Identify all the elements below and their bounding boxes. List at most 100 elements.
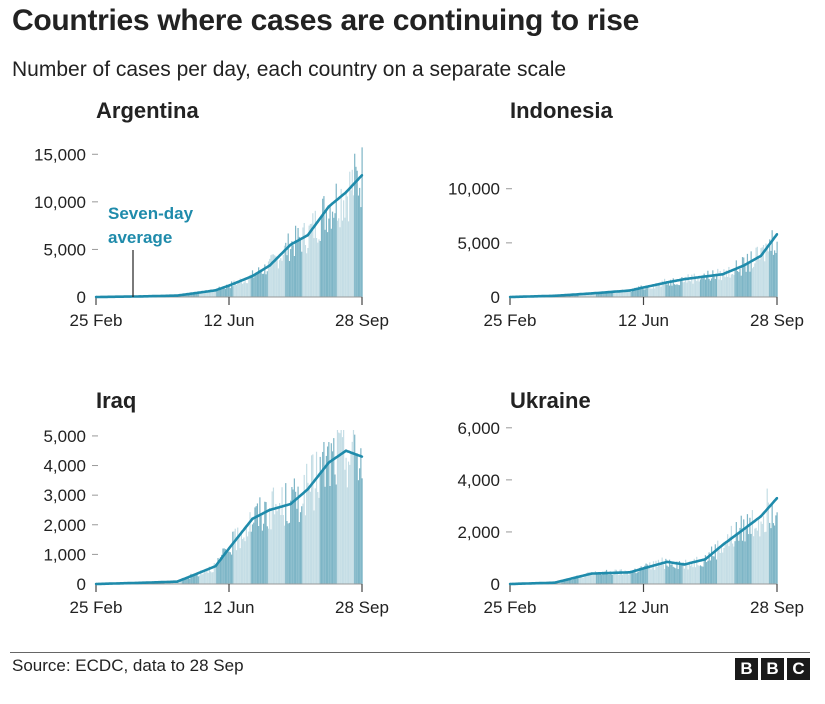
daily-bar — [253, 522, 255, 584]
daily-bar — [288, 261, 291, 297]
daily-bar — [271, 254, 273, 297]
daily-bar — [751, 510, 753, 584]
daily-bar — [662, 284, 664, 297]
daily-bar — [349, 464, 351, 584]
daily-bar — [677, 569, 679, 584]
daily-bar — [249, 274, 251, 297]
daily-bar — [602, 571, 604, 584]
daily-bar — [339, 433, 341, 584]
daily-bar — [314, 488, 316, 584]
y-tick-label: 6,000 — [457, 419, 500, 438]
daily-bar — [340, 188, 342, 297]
daily-bar — [567, 578, 569, 584]
daily-bar — [312, 454, 314, 584]
daily-bar — [229, 288, 231, 297]
daily-bar — [613, 292, 615, 297]
daily-bar — [628, 291, 630, 297]
daily-bar — [249, 512, 251, 584]
daily-bar — [275, 256, 277, 297]
daily-bar — [636, 288, 639, 297]
daily-bar — [578, 575, 580, 584]
daily-bar — [324, 486, 326, 584]
daily-bar — [227, 549, 229, 584]
daily-bar — [723, 269, 725, 297]
daily-bar — [269, 507, 271, 584]
panel-title: Indonesia — [510, 98, 613, 123]
average-point — [590, 572, 593, 575]
average-point — [628, 571, 632, 574]
x-tick-label: 25 Feb — [70, 598, 123, 617]
daily-bar — [714, 278, 716, 297]
daily-bar — [647, 287, 650, 297]
daily-bar — [197, 576, 199, 584]
daily-bar — [755, 527, 757, 584]
average-point — [289, 243, 292, 246]
daily-bar — [219, 288, 222, 297]
daily-bar — [572, 294, 574, 297]
daily-bar — [198, 293, 201, 297]
daily-bar — [202, 292, 204, 297]
daily-bar — [317, 492, 319, 584]
daily-bar — [602, 292, 604, 297]
daily-bar — [740, 275, 742, 297]
daily-bar — [224, 288, 227, 297]
average-point — [306, 488, 310, 491]
daily-bar — [187, 293, 190, 297]
daily-bar — [356, 170, 358, 297]
daily-bar — [741, 257, 744, 297]
daily-bar — [218, 560, 220, 584]
y-tick-label: 3,000 — [43, 486, 86, 505]
average-point — [665, 560, 669, 564]
daily-bar — [707, 560, 709, 584]
daily-bar — [232, 286, 234, 297]
daily-bar — [772, 254, 774, 297]
daily-bar — [626, 291, 629, 297]
daily-bar — [345, 193, 347, 297]
daily-bar — [713, 556, 715, 584]
daily-bar — [200, 570, 202, 584]
daily-bar — [723, 547, 725, 584]
panel-argentina: Argentina 0 5,000 10,000 15,000 25 Feb 12 Jun 2… — [34, 98, 389, 330]
daily-bar — [190, 573, 192, 584]
daily-bar — [760, 248, 762, 297]
daily-bar — [706, 562, 708, 584]
daily-bar — [217, 558, 219, 584]
daily-bar — [195, 293, 197, 297]
daily-bar — [750, 533, 752, 584]
daily-bar — [600, 292, 603, 297]
annotation-label: average — [108, 228, 172, 247]
daily-bar — [354, 434, 356, 584]
daily-bar — [618, 291, 620, 297]
daily-bar — [771, 230, 773, 297]
daily-bar — [630, 571, 632, 584]
daily-bar — [770, 528, 772, 584]
daily-bar — [712, 270, 714, 297]
daily-bar — [216, 290, 218, 297]
daily-bar — [607, 291, 609, 297]
daily-bar — [334, 474, 336, 584]
daily-bar — [281, 487, 283, 584]
daily-bar — [767, 502, 770, 584]
daily-bar — [357, 480, 360, 584]
daily-bar — [626, 573, 629, 584]
x-tick-label: 12 Jun — [203, 311, 254, 330]
daily-bar — [360, 207, 362, 297]
footer-rule — [10, 652, 810, 653]
daily-bar — [774, 250, 776, 297]
daily-bar — [251, 270, 254, 297]
daily-bar — [722, 274, 724, 297]
daily-bar — [298, 236, 300, 297]
daily-bar — [278, 260, 281, 297]
daily-bar — [750, 251, 752, 297]
daily-bar — [274, 514, 276, 584]
daily-bar — [593, 293, 595, 297]
daily-bar — [361, 478, 363, 584]
daily-bar — [588, 572, 590, 584]
daily-bar — [697, 565, 699, 584]
daily-bar — [681, 564, 683, 584]
daily-bar — [202, 573, 204, 584]
average-point — [721, 273, 724, 276]
daily-bar — [351, 441, 353, 584]
daily-bar — [659, 282, 661, 297]
daily-bar — [727, 534, 729, 584]
